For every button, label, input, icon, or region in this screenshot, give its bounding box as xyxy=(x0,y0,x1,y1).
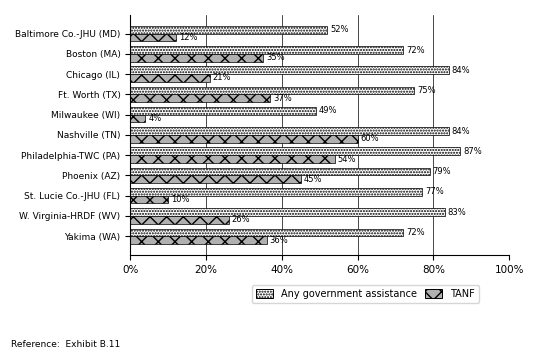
Bar xyxy=(130,216,229,224)
Text: 4%: 4% xyxy=(148,114,162,123)
Text: 54%: 54% xyxy=(338,155,356,163)
Text: Reference:  Exhibit B.11: Reference: Exhibit B.11 xyxy=(11,341,120,349)
Bar xyxy=(130,46,403,54)
Text: 72%: 72% xyxy=(406,46,425,54)
Bar xyxy=(130,168,430,175)
Bar xyxy=(130,135,357,143)
Text: 45%: 45% xyxy=(304,175,322,184)
Bar xyxy=(130,208,445,216)
Bar xyxy=(130,66,448,74)
Bar xyxy=(130,175,301,183)
Bar xyxy=(130,34,176,41)
Text: 36%: 36% xyxy=(270,235,288,245)
Bar xyxy=(130,94,271,102)
Text: 49%: 49% xyxy=(319,106,337,115)
Bar xyxy=(130,236,267,244)
Bar xyxy=(130,26,327,34)
Bar xyxy=(130,74,210,82)
Bar xyxy=(130,188,422,196)
Text: 77%: 77% xyxy=(425,187,444,196)
Text: 60%: 60% xyxy=(361,134,379,143)
Legend: Any government assistance, TANF: Any government assistance, TANF xyxy=(252,285,479,303)
Text: 87%: 87% xyxy=(463,147,482,156)
Bar xyxy=(130,196,168,203)
Text: 10%: 10% xyxy=(171,195,190,204)
Text: 37%: 37% xyxy=(273,94,292,103)
Text: 83%: 83% xyxy=(448,208,467,217)
Bar xyxy=(130,228,403,236)
Bar xyxy=(130,107,316,115)
Text: 72%: 72% xyxy=(406,228,425,237)
Bar xyxy=(130,54,263,61)
Bar xyxy=(130,127,448,135)
Text: 75%: 75% xyxy=(418,86,436,95)
Bar xyxy=(130,148,460,155)
Text: 12%: 12% xyxy=(178,33,197,42)
Bar xyxy=(130,115,146,122)
Text: 79%: 79% xyxy=(433,167,451,176)
Bar xyxy=(130,87,414,94)
Text: 84%: 84% xyxy=(452,127,470,136)
Bar xyxy=(130,155,335,163)
Text: 21%: 21% xyxy=(213,73,231,83)
Text: 52%: 52% xyxy=(330,25,349,34)
Text: 84%: 84% xyxy=(452,66,470,75)
Text: 26%: 26% xyxy=(232,215,250,224)
Text: 35%: 35% xyxy=(266,53,285,62)
